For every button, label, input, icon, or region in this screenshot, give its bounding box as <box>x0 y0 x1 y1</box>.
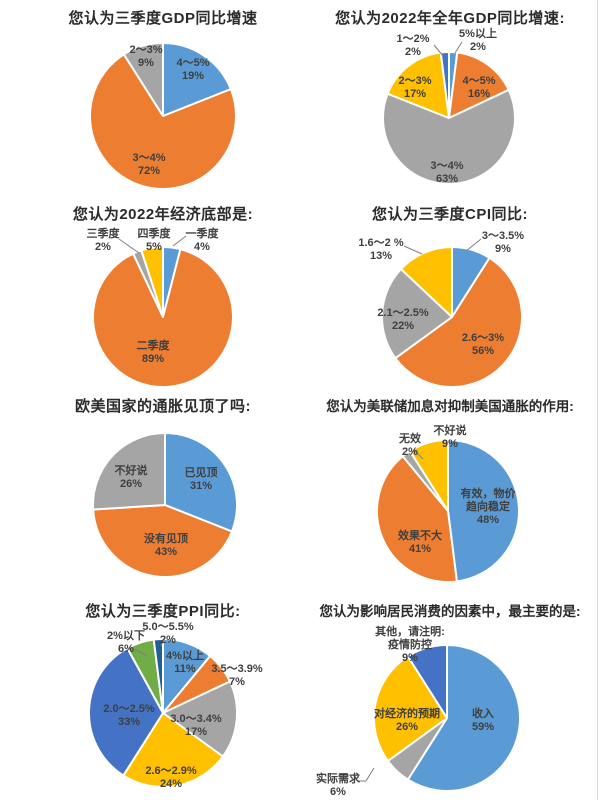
label-leader-line <box>433 44 444 57</box>
chart-title: 您认为2022年经济底部是: <box>72 206 254 223</box>
pie-slice <box>152 637 164 714</box>
label-leader-line <box>413 449 424 460</box>
slice-label: 实际需求 6% <box>316 771 361 798</box>
label-leader-line <box>133 648 148 657</box>
pie-slice <box>386 51 450 119</box>
chart-title: 您认为三季度GDP同比增速 <box>68 10 258 27</box>
label-leader-line <box>403 245 423 255</box>
pie-slice <box>92 432 166 511</box>
label-leader-line <box>160 638 165 647</box>
slice-label: 4～5% 19% <box>176 57 209 82</box>
slice-label: 已见顶 31% <box>185 466 218 492</box>
chart-cell-inflation-peak: 欧美国家的通胀见顶了吗: 已见顶 31% 没有见顶 43% 不好说 26% <box>0 395 300 598</box>
pie-slice <box>381 268 453 360</box>
pie-slice <box>162 42 232 117</box>
slice-label: 4%以上 11% <box>166 648 204 675</box>
slice-label: 2%以下 6% <box>107 629 145 655</box>
economy-bottom-pie: 一季度 4% 二季度 89% 三季度 2% 四季度 5% <box>87 226 234 388</box>
pie-slice <box>92 248 234 388</box>
ppi-pie: 4%以上 11% 3.5～3.9% 7% 3.0～3.4% 17% 2.6～2.9% 24% 2… <box>88 621 263 790</box>
slice-label: 2.1～2.5% 22% <box>377 307 429 332</box>
cpi-pie: 3～3.5% 9% 2.6～3% 56% 2.1～2.5% 22% 1.6～2 % 13% <box>358 230 524 388</box>
slice-label: 效果不大 41% <box>398 528 442 555</box>
pie-slice <box>92 504 233 578</box>
slice-label: 三季度 2% <box>87 226 121 253</box>
pie-slice <box>122 42 164 117</box>
slice-label: 3.5～3.9% 7% <box>211 663 263 688</box>
chart-title: 您认为三季度CPI同比: <box>371 206 528 223</box>
slice-label: 2.6～3% 56% <box>462 332 504 357</box>
chart-title: 您认为2022年全年GDP同比增速: <box>335 10 565 27</box>
fed-hike-pie: 有效，物价趋向稳定 48% 效果不大 41% 无效 2% 不好说 9% <box>376 423 520 583</box>
slice-label: 二季度 89% <box>137 338 171 365</box>
chart-title: 您认为美联储加息对抑制美国通胀的作用: <box>326 399 574 414</box>
pie-slice <box>394 256 523 388</box>
label-leader-line <box>454 41 463 54</box>
slice-label: 2～3% 17% <box>398 75 431 100</box>
pie-slice <box>406 644 521 792</box>
slice-label: 5%以上 2% <box>459 26 497 53</box>
pie-slice <box>122 712 224 789</box>
label-leader-line <box>465 238 482 252</box>
chart-title: 您认为三季度PPI同比: <box>85 603 241 620</box>
pie-slice <box>448 51 510 119</box>
slice-label: 无效 2% <box>398 431 422 458</box>
chart-cell-gdp-q3: 您认为三季度GDP同比增速 4～5% 19% 3～4% 72% 2～3% 9% <box>0 0 300 195</box>
slice-label: 2～3% 9% <box>129 44 162 69</box>
pie-slice <box>140 246 164 318</box>
page-right-border <box>597 0 598 800</box>
chart-cell-consumption-factor: 您认为影响居民消费的因素中，最主要的是: 收入 59% 实际需求 6% 对经济的预期 26… <box>300 598 600 800</box>
slice-label: 3～3.5% 9% <box>482 230 524 255</box>
chart-cell-cpi: 您认为三季度CPI同比: 3～3.5% 9% 2.6～3% 56% 2.1～2.5% 22… <box>300 195 600 395</box>
pie-slice <box>373 655 448 762</box>
pie-slice <box>89 53 237 190</box>
chart-cell-ppi: 您认为三季度PPI同比: 4%以上 11% 3.5～3.9% 7% 3.0～3.4% 17… <box>0 598 300 800</box>
slice-label: 4～5% 16% <box>462 75 495 100</box>
chart-cell-fed-hike: 您认为美联储加息对抑制美国通胀的作用: 有效，物价趋向稳定 48% 效果不大 41% 无… <box>300 395 600 598</box>
pie-slice <box>162 680 239 758</box>
slice-label: 3～4% 72% <box>132 152 165 177</box>
chart-title: 欧美国家的通胀见顶了吗: <box>75 398 251 415</box>
pie-slice <box>164 432 238 533</box>
slice-label: 1.6～2 % 13% <box>358 237 403 262</box>
label-leader-line <box>358 767 375 782</box>
slice-label: 没有见顶 43% <box>144 531 188 558</box>
slice-label: 有效，物价趋向稳定 48% <box>461 486 517 526</box>
slice-label: 一季度 4% <box>186 226 220 253</box>
label-leader-line <box>172 235 187 247</box>
pie-slice <box>447 439 520 583</box>
slice-label: 3～4% 63% <box>430 160 463 185</box>
consumption-factor-pie: 收入 59% 实际需求 6% 对经济的预期 26% 其他，请注明:疫情防控 9% <box>316 624 521 798</box>
chart-cell-economy-bottom: 您认为2022年经济底部是: 一季度 4% 二季度 89% 三季度 2% 四季度 5% <box>0 195 300 395</box>
gdp-fullyear-pie: 5%以上 2% 4～5% 16% 3～4% 63% 2～3% 17% 1～2% 2% <box>382 26 516 185</box>
slice-label: 对经济的预期 26% <box>374 706 440 733</box>
label-leader-line <box>118 238 140 254</box>
pie-slice <box>399 246 453 318</box>
slice-label: 2.0～2.5% 33% <box>103 703 155 728</box>
slice-label: 收入 59% <box>472 706 494 733</box>
pie-slice <box>376 455 458 583</box>
slice-label: 不好说 26% <box>115 463 148 490</box>
slice-label: 不好说 9% <box>434 423 467 450</box>
pie-slice <box>406 644 448 719</box>
pie-slice <box>408 439 449 512</box>
slice-label: 四季度 5% <box>138 226 172 253</box>
inflation-peak-pie: 已见顶 31% 没有见顶 43% 不好说 26% <box>92 432 238 578</box>
pie-slice <box>382 88 516 185</box>
slice-label: 其他，请注明:疫情防控 9% <box>375 624 445 664</box>
slice-label: 5.0～5.5% 2% <box>142 621 194 646</box>
slice-label: 3.0～3.4% 17% <box>170 713 222 738</box>
chart-title: 您认为影响居民消费的因素中，最主要的是: <box>319 604 581 619</box>
slice-label: 1～2% 2% <box>396 33 429 58</box>
chart-cell-gdp-fullyear: 您认为2022年全年GDP同比增速: 5%以上 2% 4～5% 16% 3～4% 63% 2… <box>300 0 600 195</box>
slice-label: 2.6～2.9% 24% <box>145 765 197 790</box>
gdp-q3-pie: 4～5% 19% 3～4% 72% 2～3% 9% <box>89 42 237 190</box>
